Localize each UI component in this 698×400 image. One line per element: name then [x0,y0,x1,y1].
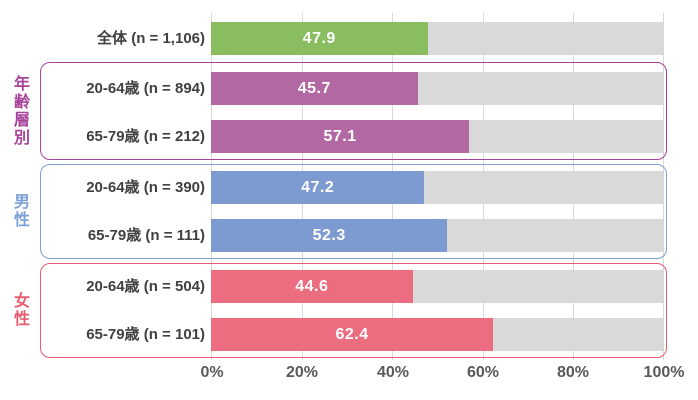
bar-value-label: 47.9 [302,29,336,47]
bar-track: 52.3 [211,219,663,252]
gridline-100 [663,13,664,360]
bar-track: 62.4 [211,318,663,351]
x-tick-100: 100% [643,364,685,381]
bar-track: 47.2 [211,171,663,204]
bar-value-label: 57.1 [323,127,357,145]
bar-age-65-79: 57.1 [211,120,470,153]
bar-track: 44.6 [211,270,663,303]
group-box-male [40,164,667,259]
row-label: 全体 (n = 1,106) [97,30,205,47]
x-tick-20: 20% [285,364,319,381]
group-box-age [40,62,667,160]
row-label: 20-64歳 (n = 894) [86,80,205,97]
chart-row-male-65-79: 65-79歳 (n = 111) 52.3 [0,219,698,252]
bar-value-label: 45.7 [297,79,331,97]
chart-row-female-20-64: 20-64歳 (n = 504) 44.6 [0,270,698,303]
bar-value-label: 52.3 [312,226,346,244]
group-label-male: 男性 [11,193,28,229]
chart-row-female-65-79: 65-79歳 (n = 101) 62.4 [0,318,698,351]
bar-total: 47.9 [211,22,428,55]
bar-track: 57.1 [211,120,663,153]
row-label: 65-79歳 (n = 111) [87,227,205,244]
group-label-female: 女性 [11,292,28,328]
x-tick-80: 80% [556,364,590,381]
bar-value-label: 44.6 [295,277,329,295]
row-label: 20-64歳 (n = 504) [86,278,205,295]
bar-male-65-79: 52.3 [211,219,448,252]
bar-female-20-64: 44.6 [211,270,413,303]
chart-row-male-20-64: 20-64歳 (n = 390) 47.2 [0,171,698,204]
group-label-age: 年齢層別 [11,75,28,147]
bar-value-label: 47.2 [301,178,335,196]
bar-female-65-79: 62.4 [211,318,494,351]
chart-row-age-65-79: 65-79歳 (n = 212) 57.1 [0,120,698,153]
chart-row-total: 全体 (n = 1,106) 47.9 [0,22,698,55]
row-label: 65-79歳 (n = 212) [86,128,205,145]
bar-value-label: 62.4 [335,325,369,343]
bar-male-20-64: 47.2 [211,171,425,204]
row-label: 65-79歳 (n = 101) [86,326,205,343]
x-tick-40: 40% [376,364,410,381]
group-box-female [40,263,667,358]
bar-age-20-64: 45.7 [211,72,418,105]
row-label: 20-64歳 (n = 390) [86,179,205,196]
chart-row-age-20-64: 20-64歳 (n = 894) 45.7 [0,72,698,105]
x-tick-60: 60% [466,364,500,381]
x-tick-0: 0% [200,364,224,381]
bar-track: 45.7 [211,72,663,105]
bar-track: 47.9 [211,22,663,55]
